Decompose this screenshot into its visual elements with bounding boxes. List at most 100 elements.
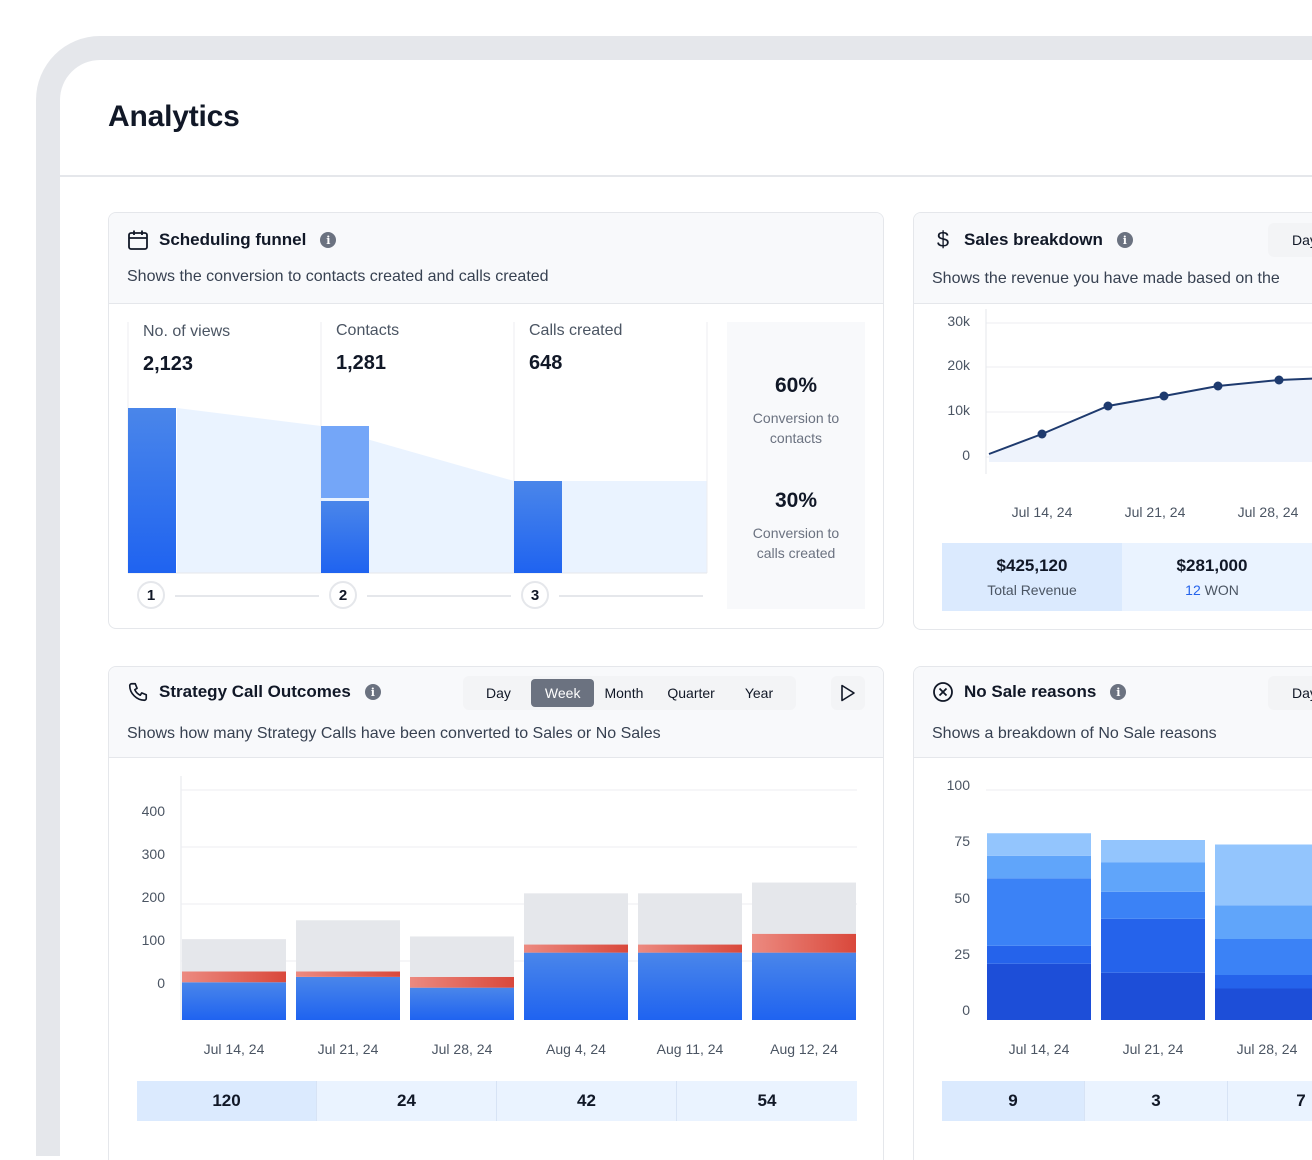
nosale-totals-row: 9 3 7 bbox=[942, 1081, 1312, 1121]
bar-segment-reason-4 bbox=[1215, 905, 1312, 939]
funnel-area bbox=[177, 408, 707, 573]
bar-segment-reason-5 bbox=[1101, 840, 1205, 863]
total-revenue-value: $425,120 bbox=[996, 556, 1068, 575]
info-icon[interactable]: i bbox=[1116, 232, 1133, 248]
outcomes-total-cell: 42 bbox=[497, 1081, 677, 1121]
y-tick-label: 300 bbox=[141, 846, 165, 862]
x-tick-label: Jul 14, 24 bbox=[203, 1041, 265, 1057]
y-tick-label: 0 bbox=[157, 975, 165, 991]
bar-segment-reason-4 bbox=[1101, 862, 1205, 892]
card-title: Strategy Call Outcomes bbox=[159, 682, 351, 701]
period-day-button[interactable]: Day bbox=[1268, 223, 1312, 257]
y-tick-label: 400 bbox=[141, 803, 165, 819]
conversion-calls-label-1: Conversion to bbox=[752, 525, 840, 541]
nosale-total-cell: 7 bbox=[1228, 1081, 1312, 1121]
bar-segment-pending bbox=[182, 939, 286, 972]
y-tick-label: 100 bbox=[946, 777, 970, 793]
won-revenue-value: $281,000 bbox=[1176, 556, 1248, 575]
bar-segment-sale bbox=[638, 952, 742, 1020]
x-tick-label: Jul 21, 24 bbox=[317, 1041, 379, 1057]
total-revenue-cell: $425,120 Total Revenue bbox=[942, 543, 1122, 611]
info-icon[interactable]: i bbox=[1110, 684, 1127, 700]
nosale-total-cell: 9 bbox=[942, 1081, 1085, 1121]
card-header: $ Sales breakdown i Day Shows the revenu… bbox=[914, 213, 1312, 304]
x-tick-label: Jul 28, 24 bbox=[1236, 1041, 1298, 1057]
funnel-label-contacts: Contacts bbox=[336, 322, 400, 339]
period-day-button[interactable]: Day bbox=[1268, 676, 1312, 710]
sales-point bbox=[1213, 381, 1223, 391]
x-tick-label: Jul 21, 24 bbox=[1122, 1041, 1184, 1057]
bar-segment-sale bbox=[182, 982, 286, 1020]
x-tick-label: Jul 28, 24 bbox=[431, 1041, 493, 1057]
bar-segment-no-sale bbox=[410, 976, 514, 988]
conversion-panel: 60% Conversion to contacts 30% Conversio… bbox=[727, 322, 865, 609]
bar-segment-no-sale bbox=[638, 944, 742, 953]
dollar-icon: $ bbox=[936, 227, 950, 252]
x-tick-label: Aug 4, 24 bbox=[546, 1041, 606, 1057]
card-title-row: Scheduling funnel i bbox=[127, 229, 337, 251]
info-icon[interactable]: i bbox=[320, 232, 337, 248]
no-sale-reasons-card: No Sale reasons i Day Shows a breakdown … bbox=[913, 666, 1312, 1160]
card-description: Shows how many Strategy Calls have been … bbox=[127, 725, 661, 742]
app-header: Analytics bbox=[60, 60, 1312, 177]
won-count: 12 bbox=[1185, 582, 1201, 598]
sales-point bbox=[1159, 391, 1169, 401]
bar-segment-sale bbox=[296, 976, 400, 1020]
scheduling-funnel-card: Scheduling funnel i Shows the conversion… bbox=[108, 212, 884, 629]
card-description: Shows the conversion to contacts created… bbox=[127, 268, 549, 285]
card-header: No Sale reasons i Day Shows a breakdown … bbox=[914, 667, 1312, 758]
step-2-badge: 2 bbox=[329, 581, 357, 609]
step-line bbox=[367, 595, 511, 597]
bar-segment-reason-5 bbox=[987, 833, 1091, 856]
bar-segment-pending bbox=[524, 893, 628, 945]
card-title-row: Strategy Call Outcomes i bbox=[127, 681, 381, 703]
step-line bbox=[559, 595, 703, 597]
info-icon[interactable]: i bbox=[364, 684, 381, 700]
funnel-bar-contacts-light bbox=[321, 426, 369, 498]
revenue-summary: $425,120 Total Revenue $281,000 12 WON bbox=[942, 543, 1312, 611]
sales-point bbox=[1103, 401, 1113, 411]
card-description: Shows the revenue you have made based on… bbox=[932, 270, 1280, 287]
bar-segment-sale bbox=[410, 987, 514, 1020]
step-3-badge: 3 bbox=[521, 581, 549, 609]
bar-segment-reason-4 bbox=[987, 855, 1091, 879]
bar-segment-reason-2 bbox=[987, 945, 1091, 964]
card-title: No Sale reasons bbox=[964, 682, 1097, 701]
funnel-bar-contacts bbox=[321, 501, 369, 573]
period-day[interactable]: Day bbox=[486, 685, 511, 701]
funnel-label-views: No. of views bbox=[143, 323, 231, 340]
bar-segment-pending bbox=[410, 936, 514, 977]
bar-segment-reason-2 bbox=[1215, 975, 1312, 989]
y-tick-label: 0 bbox=[962, 1002, 970, 1018]
funnel-value-views: 2,123 bbox=[143, 353, 194, 375]
sales-point bbox=[1274, 375, 1284, 385]
period-quarter[interactable]: Quarter bbox=[667, 685, 715, 701]
won-revenue-label: 12 WON bbox=[1185, 582, 1239, 598]
period-week[interactable]: Week bbox=[530, 679, 595, 707]
x-tick-label: Aug 11, 24 bbox=[656, 1041, 724, 1057]
play-button[interactable] bbox=[831, 676, 865, 710]
bar-segment-pending bbox=[752, 882, 856, 934]
total-revenue-label: Total Revenue bbox=[987, 582, 1077, 598]
won-label: WON bbox=[1204, 582, 1239, 598]
y-tick-label: 30k bbox=[947, 313, 970, 329]
bar-segment-reason-1 bbox=[1215, 988, 1312, 1020]
step-line bbox=[175, 595, 319, 597]
no-sale-bar-chart bbox=[986, 789, 1312, 1020]
play-icon bbox=[841, 684, 855, 702]
bar-segment-reason-2 bbox=[1101, 918, 1205, 973]
sales-breakdown-card: $ Sales breakdown i Day Shows the revenu… bbox=[913, 212, 1312, 630]
dashboard-body: Scheduling funnel i Shows the conversion… bbox=[60, 178, 1312, 1160]
funnel-value-calls: 648 bbox=[529, 352, 563, 374]
bar-segment-no-sale bbox=[182, 971, 286, 983]
bar-segment-pending bbox=[638, 893, 742, 945]
revenue-cell-partial bbox=[1302, 543, 1312, 611]
bar-segment-reason-3 bbox=[987, 878, 1091, 946]
card-title: Scheduling funnel bbox=[159, 230, 307, 249]
card-title-row: $ Sales breakdown i bbox=[932, 227, 1133, 253]
period-selector: Day Week Month Quarter Year bbox=[463, 676, 797, 710]
funnel-label-calls: Calls created bbox=[529, 322, 623, 339]
period-year[interactable]: Year bbox=[744, 685, 774, 701]
analytics-app: Analytics Scheduling funnel i Shows the … bbox=[60, 60, 1312, 1160]
period-month[interactable]: Month bbox=[604, 685, 644, 701]
